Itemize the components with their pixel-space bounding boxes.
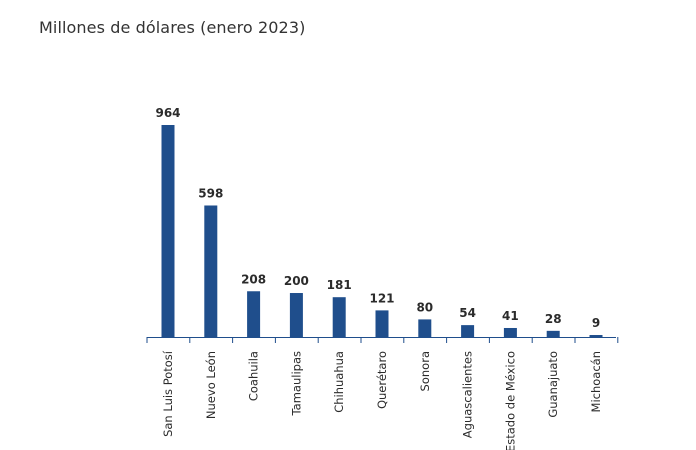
bar-value-label: 28: [545, 312, 562, 326]
bar-value-label: 208: [241, 272, 266, 286]
bar: [289, 293, 303, 337]
category-label: Sonora: [418, 351, 432, 391]
category-label: Michoacán: [589, 351, 603, 412]
bar: [204, 205, 218, 337]
bar: [161, 125, 175, 337]
category-label: Chihuahua: [332, 351, 346, 413]
x-axis-ticks-group: [146, 337, 619, 343]
chart-title: Millones de dólares (enero 2023): [39, 18, 306, 37]
category-label: Aguascalientes: [461, 351, 475, 438]
category-label: San Luis Potosí: [161, 350, 175, 437]
bar-value-label: 964: [155, 106, 180, 120]
bar-value-label: 41: [502, 309, 519, 323]
bar-value-label: 200: [284, 274, 309, 288]
bar-value-label: 121: [369, 291, 394, 305]
category-label: Tamaulipas: [289, 351, 303, 416]
bar-value-label: 54: [459, 306, 476, 320]
bar-value-label: 9: [592, 316, 600, 330]
bar-value-label: 181: [327, 278, 352, 292]
bar: [247, 291, 261, 337]
bar: [589, 335, 603, 337]
category-label: Guanajuato: [546, 351, 560, 418]
bar-value-label: 598: [198, 186, 223, 200]
category-label: Querétaro: [375, 351, 389, 409]
value-labels-group: 964 598 208 200 181 121 80 54 41 28 9: [155, 106, 600, 330]
bar: [461, 325, 475, 337]
bar: [503, 327, 517, 337]
bar: [375, 310, 389, 337]
bar: [546, 330, 560, 337]
category-label: Nuevo León: [204, 351, 218, 419]
bar: [418, 319, 432, 337]
bars-group: [161, 125, 603, 337]
category-labels-group: San Luis Potosí Nuevo León Coahuila Tamauli…: [161, 350, 603, 450]
category-label: Coahuila: [247, 351, 261, 401]
category-label: Estado de México: [503, 351, 517, 450]
bar-value-label: 80: [416, 300, 433, 314]
bar: [332, 297, 346, 337]
